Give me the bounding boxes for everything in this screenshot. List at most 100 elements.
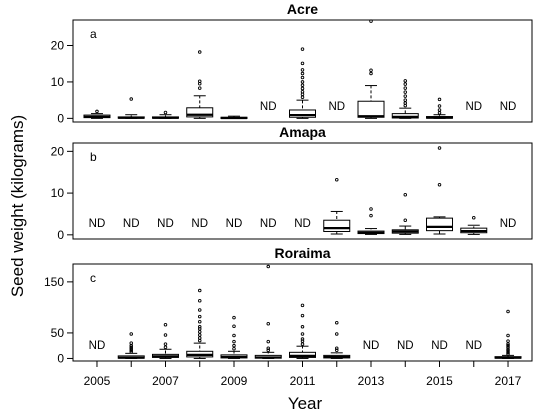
- box-2006: [117, 332, 145, 359]
- outlier-point: [197, 319, 202, 324]
- box-2007: [151, 110, 179, 119]
- outlier-point: [437, 111, 442, 115]
- outlier-point: [197, 336, 202, 340]
- box-2005: [83, 109, 111, 119]
- x-axis-title: Year: [288, 394, 323, 413]
- outlier-point: [300, 80, 305, 84]
- outlier-point: [197, 86, 202, 90]
- box-iqr: [426, 217, 454, 232]
- outlier-point: [472, 215, 476, 220]
- y-tick-label: 0: [57, 228, 64, 242]
- outlier-point: [506, 333, 510, 338]
- outlier-point: [300, 75, 305, 80]
- box-iqr: [186, 107, 214, 118]
- box-2009: [220, 115, 248, 120]
- nd-label: ND: [500, 101, 517, 113]
- outlier-point: [369, 213, 373, 218]
- outlier-point: [300, 339, 305, 343]
- box-2015: [426, 146, 454, 235]
- outlier-point: [403, 90, 408, 94]
- box-2016: [460, 215, 488, 235]
- box-2012: ND: [328, 101, 345, 113]
- outlier-point: [506, 343, 510, 348]
- y-tick-label: 0: [57, 351, 64, 365]
- outlier-point: [369, 207, 373, 211]
- outlier-point: [197, 299, 202, 303]
- outlier-point: [403, 86, 408, 90]
- outlier-point: [369, 71, 373, 76]
- box-2008: ND: [191, 218, 208, 230]
- outlier-point: [437, 108, 442, 112]
- x-tick-label: 2009: [221, 374, 248, 388]
- outlier-point: [437, 182, 442, 187]
- y-tick-label: 50: [51, 326, 65, 340]
- box-2011: [289, 47, 316, 119]
- box-2007: [151, 323, 179, 359]
- outlier-point: [300, 332, 305, 336]
- outlier-point: [506, 309, 510, 314]
- box-iqr: [289, 109, 316, 118]
- box-2010: ND: [260, 218, 277, 230]
- panel-amapa: Amapa b 0 10 20 ND ND ND ND ND ND ND ND: [51, 124, 533, 242]
- outlier-point: [403, 82, 408, 86]
- outlier-point: [197, 325, 202, 329]
- outlier-point: [197, 50, 202, 54]
- y-tick-label: 10: [51, 75, 65, 89]
- outlier-point: [232, 343, 236, 348]
- x-tick-label: 2017: [495, 374, 522, 388]
- panel-title: Roraima: [274, 245, 330, 261]
- outlier-point: [300, 90, 305, 94]
- outlier-point: [197, 333, 202, 337]
- outlier-point: [506, 342, 510, 346]
- outlier-point: [232, 346, 236, 351]
- box-2009: ND: [226, 218, 243, 230]
- nd-label: ND: [294, 218, 311, 230]
- y-tick-label: 20: [51, 144, 65, 158]
- outlier-point: [232, 315, 236, 320]
- nd-label: ND: [123, 218, 140, 230]
- box-2005: ND: [89, 218, 106, 230]
- outlier-point: [266, 264, 270, 269]
- nd-label: ND: [363, 340, 380, 352]
- outlier-point: [163, 333, 168, 337]
- outlier-point: [266, 348, 270, 353]
- panel-frame: [72, 142, 533, 240]
- outlier-point: [403, 218, 408, 222]
- box-2008: [186, 288, 214, 359]
- panel-letter: b: [90, 150, 97, 164]
- box-2006: [117, 97, 145, 119]
- outlier-point: [403, 101, 408, 105]
- outlier-point: [369, 19, 373, 23]
- outlier-point: [506, 347, 510, 352]
- outlier-point: [403, 79, 408, 83]
- outlier-point: [335, 177, 339, 182]
- outlier-point: [300, 61, 305, 66]
- box-2013: [357, 19, 385, 119]
- outlier-point: [300, 71, 305, 76]
- box-2016: ND: [465, 101, 482, 113]
- outlier-point: [300, 95, 305, 99]
- box-2017: ND: [500, 218, 517, 230]
- outlier-point: [232, 333, 236, 338]
- box-2012: [323, 177, 351, 235]
- outlier-point: [129, 332, 133, 336]
- nd-label: ND: [465, 101, 482, 113]
- outlier-point: [300, 337, 305, 341]
- outlier-point: [129, 348, 133, 353]
- nd-label: ND: [260, 218, 277, 230]
- outlier-point: [129, 345, 133, 349]
- outlier-point: [129, 97, 133, 101]
- outlier-point: [300, 68, 305, 72]
- outlier-point: [300, 325, 305, 329]
- panel-acre: Acre a 0 10 20 ND ND ND ND: [51, 1, 533, 125]
- box-2015: ND: [431, 340, 448, 352]
- box-2017: ND: [500, 101, 517, 113]
- box-2014: ND: [397, 340, 414, 352]
- outlier-point: [300, 313, 305, 318]
- box-2008: [186, 50, 214, 119]
- outlier-point: [129, 350, 133, 354]
- panel-letter: c: [90, 271, 96, 285]
- nd-label: ND: [191, 218, 208, 230]
- outlier-point: [163, 323, 168, 327]
- outlier-point: [300, 303, 305, 308]
